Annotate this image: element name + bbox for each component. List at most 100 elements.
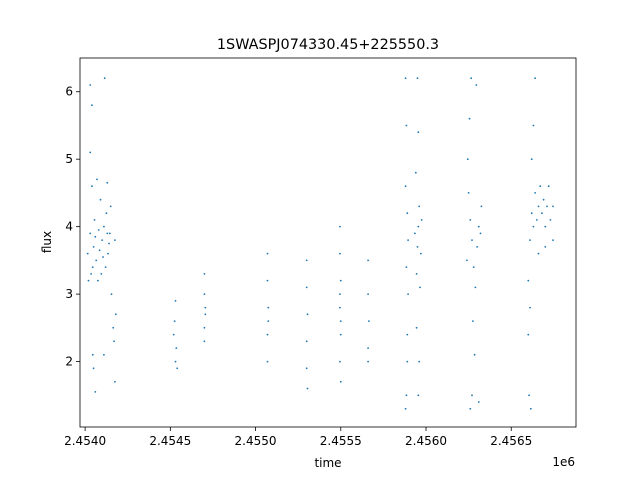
data-point: [407, 293, 409, 295]
data-point: [417, 225, 420, 228]
data-point: [91, 104, 93, 107]
data-point: [112, 326, 115, 329]
data-point: [406, 212, 409, 215]
x-axis-ticks: 2.4540 2.4545 2.4550 2.4555 2.4560 2.4565: [64, 427, 532, 448]
data-point: [415, 326, 418, 329]
data-point: [544, 225, 547, 228]
data-points: [86, 77, 554, 410]
data-point: [174, 360, 177, 363]
data-point: [339, 333, 342, 336]
x-tick-label: 2.4545: [149, 434, 191, 448]
data-point: [97, 229, 100, 231]
y-tick-label: 5: [65, 152, 73, 166]
data-point: [532, 124, 535, 127]
data-point: [405, 266, 408, 268]
y-tick-label: 3: [65, 287, 73, 301]
data-point: [415, 273, 418, 275]
x-tick-label: 2.4550: [235, 434, 277, 448]
data-point: [418, 360, 421, 363]
data-point: [106, 232, 109, 235]
data-point: [86, 252, 89, 255]
data-point: [527, 333, 530, 336]
x-tick-label: 2.4565: [490, 434, 532, 448]
data-point: [99, 198, 102, 201]
data-point: [542, 198, 545, 201]
data-point: [175, 347, 178, 349]
data-point: [103, 353, 105, 356]
data-point: [204, 306, 207, 309]
y-tick-label: 4: [65, 220, 73, 234]
data-point: [469, 219, 472, 221]
data-point: [203, 326, 206, 329]
data-point: [267, 320, 270, 322]
data-point: [367, 259, 369, 262]
data-point: [104, 266, 107, 268]
data-point: [103, 77, 106, 80]
data-point: [537, 205, 540, 208]
data-point: [89, 84, 92, 86]
data-point: [305, 340, 308, 343]
data-point: [339, 293, 341, 295]
data-point: [417, 394, 420, 397]
data-point: [529, 407, 532, 410]
data-point: [541, 212, 543, 215]
data-point: [471, 394, 473, 397]
data-point: [173, 320, 176, 322]
data-point: [102, 256, 104, 258]
data-point: [532, 225, 535, 228]
data-point: [306, 313, 309, 316]
x-axis-multiplier: 1e6: [552, 455, 575, 469]
data-point: [305, 259, 308, 262]
data-point: [266, 360, 269, 363]
data-point: [114, 313, 117, 316]
data-point: [339, 360, 341, 363]
data-point: [367, 347, 369, 349]
data-point: [544, 246, 547, 248]
data-point: [98, 249, 101, 252]
data-point: [105, 212, 108, 215]
data-point: [468, 117, 471, 120]
data-point: [467, 192, 470, 194]
y-axis-ticks: 2 3 4 5 6: [65, 85, 80, 369]
data-point: [535, 219, 538, 221]
data-point: [475, 84, 478, 86]
data-point: [418, 205, 421, 208]
y-tick-label: 6: [65, 85, 73, 99]
data-point: [367, 293, 369, 295]
plot-frame: [79, 57, 577, 428]
x-axis-label: time: [314, 456, 341, 470]
data-point: [109, 205, 112, 208]
data-point: [552, 239, 554, 242]
data-point: [528, 394, 530, 397]
chart-title: 1SWASPJ074330.45+225550.3: [217, 37, 439, 53]
y-axis-label: flux: [40, 231, 54, 253]
data-point: [87, 279, 90, 282]
data-point: [89, 151, 92, 154]
data-point: [305, 367, 308, 370]
data-point: [339, 380, 342, 383]
data-point: [89, 232, 92, 235]
x-tick-label: 2.4555: [320, 434, 362, 448]
data-point: [203, 293, 206, 295]
data-point: [90, 273, 92, 275]
y-tick-label: 2: [65, 355, 73, 369]
data-point: [101, 239, 104, 242]
data-point: [203, 273, 206, 275]
data-point: [527, 279, 530, 282]
data-point: [368, 320, 370, 322]
data-point: [420, 252, 422, 255]
data-point: [404, 77, 407, 80]
data-point: [477, 401, 480, 403]
data-point: [534, 192, 536, 194]
data-point: [92, 367, 95, 370]
data-point: [529, 239, 531, 242]
data-point: [176, 367, 179, 370]
data-point: [91, 185, 93, 188]
data-point: [267, 306, 270, 309]
data-point: [547, 185, 550, 188]
data-point: [479, 232, 482, 235]
data-point: [110, 293, 113, 295]
data-point: [113, 340, 115, 343]
x-tick-label: 2.4560: [405, 434, 447, 448]
